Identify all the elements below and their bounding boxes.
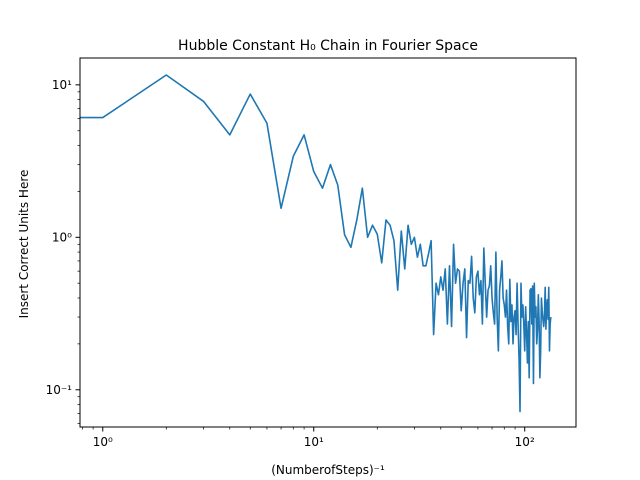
y-axis-label: Insert Correct Units Here bbox=[17, 170, 31, 319]
series-layer bbox=[80, 74, 552, 413]
series-line-0 bbox=[80, 74, 552, 413]
plot-background bbox=[80, 58, 576, 427]
plot-frame bbox=[79, 57, 577, 428]
y-tick-label: 10¹ bbox=[52, 78, 72, 92]
x-axis-ticks: 10⁰ 10¹ 10² bbox=[81, 427, 535, 449]
x-tick-label: 10⁰ bbox=[93, 435, 113, 449]
plot-area bbox=[80, 58, 576, 427]
x-tick-label: 10¹ bbox=[304, 435, 324, 449]
x-axis-label: (NumberofSteps)⁻¹ bbox=[271, 463, 385, 477]
y-axis-ticks: 10⁻¹ 10⁰ 10¹ bbox=[46, 78, 80, 424]
y-tick-label: 10⁻¹ bbox=[46, 383, 73, 397]
y-tick-label: 10⁰ bbox=[52, 230, 72, 244]
chart-title: Hubble Constant H₀ Chain in Fourier Spac… bbox=[178, 38, 478, 54]
x-tick-label: 10² bbox=[515, 435, 535, 449]
